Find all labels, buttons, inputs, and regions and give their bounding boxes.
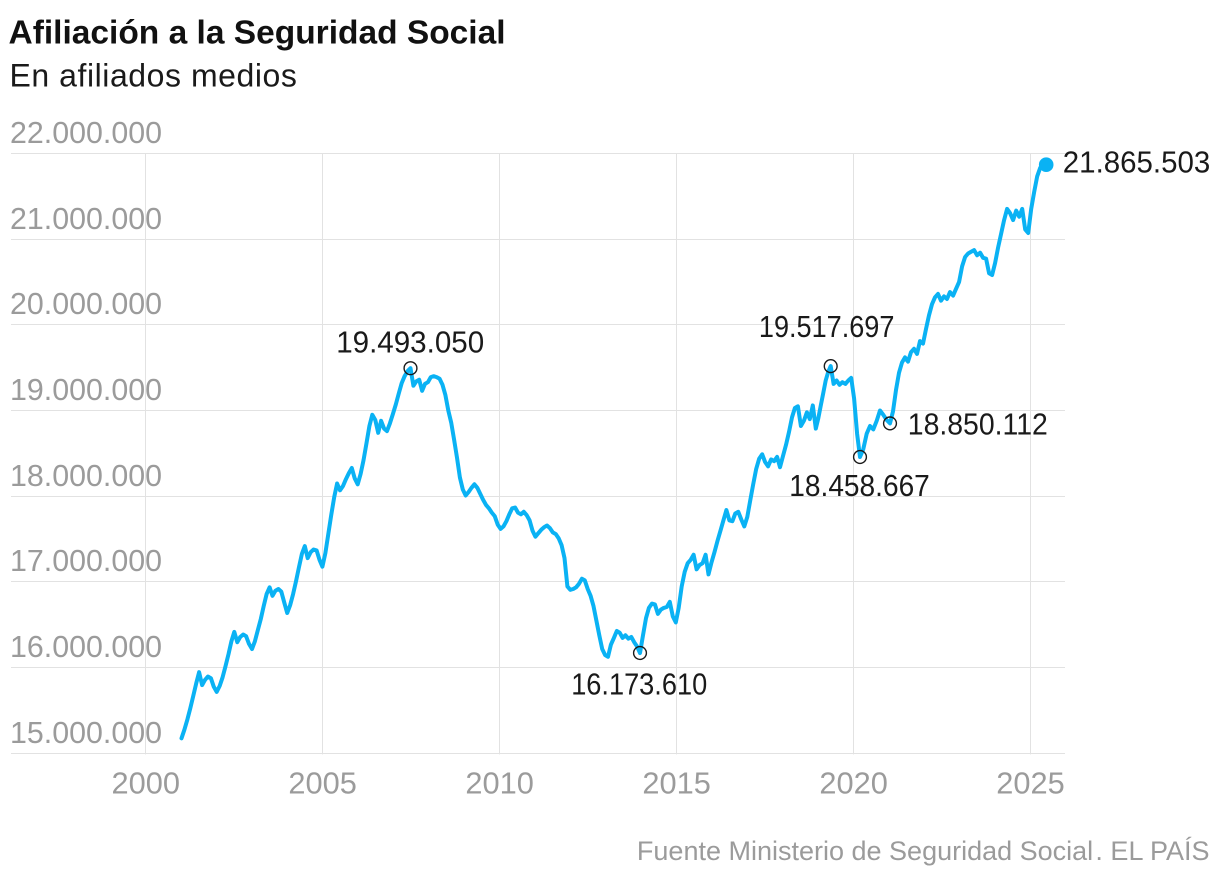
svg-text:19.493.050: 19.493.050	[336, 326, 484, 360]
svg-text:2005: 2005	[288, 767, 357, 801]
svg-text:20.000.000: 20.000.000	[10, 287, 162, 321]
svg-text:2020: 2020	[819, 767, 888, 801]
svg-text:2010: 2010	[465, 767, 534, 801]
svg-text:21.865.503: 21.865.503	[1063, 146, 1211, 180]
svg-text:19.517.697: 19.517.697	[759, 310, 895, 344]
svg-text:Fuente Ministerio de Seguridad: Fuente Ministerio de Seguridad Social . …	[637, 836, 1210, 866]
svg-text:18.458.667: 18.458.667	[789, 469, 930, 503]
svg-text:En afiliados medios: En afiliados medios	[10, 58, 298, 94]
svg-text:17.000.000: 17.000.000	[10, 544, 162, 578]
svg-text:19.000.000: 19.000.000	[10, 373, 162, 407]
svg-text:21.000.000: 21.000.000	[10, 202, 162, 236]
svg-text:2025: 2025	[996, 767, 1065, 801]
svg-text:16.000.000: 16.000.000	[10, 630, 162, 664]
svg-text:Afiliación a la Seguridad Soci: Afiliación a la Seguridad Social	[9, 15, 506, 52]
svg-text:18.850.112: 18.850.112	[908, 408, 1048, 442]
svg-text:2015: 2015	[642, 767, 711, 801]
svg-text:18.000.000: 18.000.000	[10, 459, 162, 493]
svg-text:16.173.610: 16.173.610	[571, 667, 707, 701]
svg-text:2000: 2000	[112, 767, 181, 801]
svg-text:15.000.000: 15.000.000	[10, 716, 162, 750]
svg-text:22.000.000: 22.000.000	[10, 116, 162, 150]
